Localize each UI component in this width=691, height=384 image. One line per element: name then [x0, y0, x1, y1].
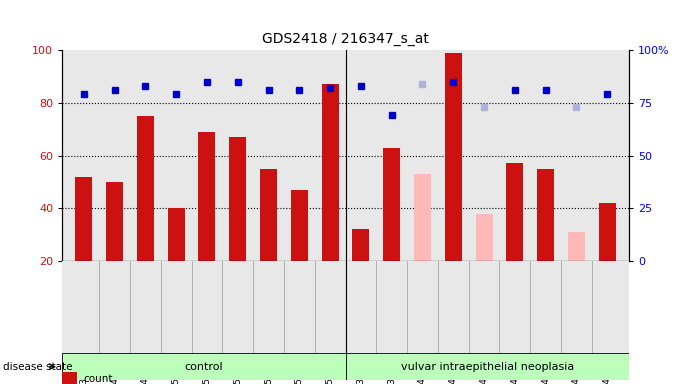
Bar — [291, 190, 307, 261]
Bar — [168, 208, 184, 261]
Bar — [75, 177, 92, 261]
Bar — [568, 232, 585, 261]
Title: GDS2418 / 216347_s_at: GDS2418 / 216347_s_at — [262, 32, 429, 46]
Bar — [599, 203, 616, 261]
Bar — [445, 53, 462, 261]
Bar — [414, 174, 431, 261]
FancyBboxPatch shape — [62, 353, 346, 380]
Bar — [507, 164, 523, 261]
Text: control: control — [184, 362, 223, 372]
Bar — [260, 169, 277, 261]
Bar — [229, 137, 246, 261]
Text: disease state: disease state — [3, 362, 73, 372]
Text: vulvar intraepithelial neoplasia: vulvar intraepithelial neoplasia — [401, 362, 574, 372]
Bar — [137, 116, 154, 261]
Bar — [198, 132, 216, 261]
Text: count: count — [84, 374, 113, 384]
Bar — [384, 147, 400, 261]
Bar — [106, 182, 123, 261]
Bar — [62, 372, 77, 384]
Bar — [321, 84, 339, 261]
Bar — [352, 230, 370, 261]
Bar — [475, 214, 493, 261]
Bar — [537, 169, 554, 261]
FancyBboxPatch shape — [346, 353, 629, 380]
